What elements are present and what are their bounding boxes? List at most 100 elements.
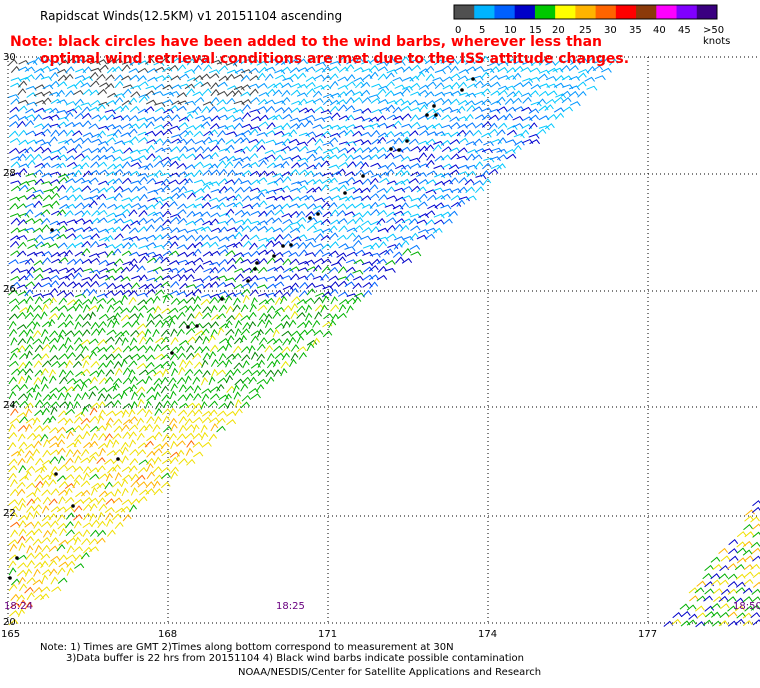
wind-barb xyxy=(136,378,147,386)
wind-barb xyxy=(242,359,250,369)
wind-barb xyxy=(272,311,281,319)
wind-barb xyxy=(32,538,42,546)
contamination-circle xyxy=(50,228,54,232)
wind-barb xyxy=(74,80,84,87)
wind-barb xyxy=(291,162,301,169)
wind-barb xyxy=(128,258,138,266)
wind-barb xyxy=(73,514,83,521)
wind-barb xyxy=(297,267,309,273)
wind-barb xyxy=(121,487,129,497)
wind-barb xyxy=(233,362,243,370)
wind-barb xyxy=(120,330,130,337)
wind-barb xyxy=(736,531,747,538)
wind-barb xyxy=(258,237,270,243)
wind-barb xyxy=(426,194,437,201)
wind-barb xyxy=(10,281,21,289)
wind-barb xyxy=(162,138,172,146)
wind-barb xyxy=(601,67,612,73)
wind-barb xyxy=(544,123,555,130)
wind-barb xyxy=(17,291,29,296)
wind-barb xyxy=(337,280,348,288)
wind-barb xyxy=(264,154,276,160)
wind-barb xyxy=(90,80,100,87)
wind-barb xyxy=(147,189,159,195)
wind-barb xyxy=(32,56,42,64)
wind-barb xyxy=(346,161,357,168)
wind-barb xyxy=(184,189,196,195)
wind-barb xyxy=(297,83,308,89)
wind-barb xyxy=(56,234,67,240)
wind-barb xyxy=(154,83,166,90)
wind-barb xyxy=(66,537,77,544)
wind-barb xyxy=(17,562,27,569)
wind-barb xyxy=(179,73,190,79)
wind-barb xyxy=(26,320,36,328)
wind-barb xyxy=(58,297,68,305)
wind-barb xyxy=(472,129,482,137)
wind-barb xyxy=(96,293,108,299)
wind-barb xyxy=(129,59,140,66)
wind-barb xyxy=(32,293,44,299)
wind-barb xyxy=(320,184,330,192)
wind-barb xyxy=(200,298,211,306)
wind-barb xyxy=(171,138,182,144)
wind-barb xyxy=(208,400,219,408)
wind-barb xyxy=(282,138,292,146)
wind-barb xyxy=(409,75,420,82)
wind-barb xyxy=(129,105,140,113)
wind-barb xyxy=(122,418,133,426)
wind-barb xyxy=(337,76,349,82)
wind-barb xyxy=(153,443,164,450)
wind-barb xyxy=(82,226,93,232)
wind-barb xyxy=(241,225,252,232)
wind-barb xyxy=(224,295,233,304)
colorbar-swatch xyxy=(514,5,536,19)
wind-barb xyxy=(360,195,372,201)
wind-barb xyxy=(19,269,31,275)
wind-barb xyxy=(66,267,77,274)
wind-barb xyxy=(202,101,214,107)
wind-barb xyxy=(328,202,338,209)
wind-barb xyxy=(210,212,221,218)
wind-barb xyxy=(201,234,211,242)
wind-barb xyxy=(160,257,170,264)
wind-barb xyxy=(88,288,98,297)
wind-barb xyxy=(202,169,213,176)
wind-barb xyxy=(265,105,275,113)
wind-barb xyxy=(522,96,532,104)
wind-barb xyxy=(352,296,362,305)
wind-barb xyxy=(32,383,40,393)
wind-barb xyxy=(160,329,170,337)
wind-barb xyxy=(369,201,379,209)
wind-barb xyxy=(233,231,243,239)
wind-barb xyxy=(742,596,753,603)
wind-barb xyxy=(146,471,155,480)
wind-barb xyxy=(752,523,760,530)
wind-barb xyxy=(81,298,92,305)
wind-barb xyxy=(710,611,721,618)
wind-barb xyxy=(338,225,348,233)
wind-barb xyxy=(114,275,125,281)
wind-barb xyxy=(218,304,227,313)
wind-barb xyxy=(152,424,161,433)
wind-barb xyxy=(144,283,155,290)
wind-barb xyxy=(40,311,48,320)
wind-barb xyxy=(177,228,189,234)
wind-barb xyxy=(552,67,564,73)
wind-barb xyxy=(386,233,397,240)
wind-barb xyxy=(129,305,139,313)
wind-barb xyxy=(105,417,114,426)
wind-barb xyxy=(376,146,387,154)
wind-barb xyxy=(27,266,36,274)
wind-barb xyxy=(18,352,29,360)
wind-barb xyxy=(35,99,46,105)
wind-barb xyxy=(232,241,243,248)
wind-barb xyxy=(224,186,235,193)
wind-barb xyxy=(425,189,437,195)
wind-barb xyxy=(233,122,243,130)
wind-barb xyxy=(529,67,541,73)
wind-barb xyxy=(129,345,140,352)
wind-barb xyxy=(312,337,320,346)
wind-barb xyxy=(328,275,339,281)
wind-barb xyxy=(80,406,89,415)
